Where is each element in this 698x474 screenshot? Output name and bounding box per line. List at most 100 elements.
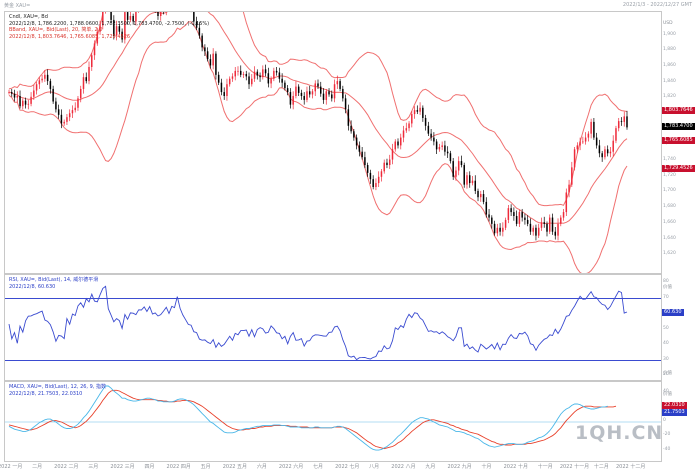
price-value-tag: 1,803.7646 — [662, 106, 695, 114]
candle-body — [617, 121, 620, 129]
candle-body — [113, 19, 115, 36]
macd-tick-label: 0 — [663, 418, 666, 423]
rsi-tick-label: 50 — [663, 325, 669, 331]
candle-body — [518, 212, 521, 224]
candle-body — [135, 12, 137, 22]
candle-body — [347, 109, 350, 126]
candle-body — [372, 179, 374, 187]
candle-body — [336, 81, 339, 85]
macd-tick-label: -20 — [663, 432, 671, 438]
candle-body — [430, 133, 432, 138]
bband-values: 2022/12/8, 1,803.7646, 1,765.6085, 1,729… — [9, 33, 131, 40]
candle-body — [110, 12, 112, 20]
rsi-y-axis[interactable]: 价值 价值 8070605040302060.630 — [661, 274, 697, 381]
candle-body — [256, 71, 259, 76]
macd-pane[interactable]: MACD, XAU=, Bid(Last), 12, 26, 9, 指数 202… — [4, 381, 662, 462]
candle-body — [576, 145, 579, 150]
candle-body — [593, 121, 595, 138]
candle-body — [297, 86, 300, 93]
candle-body — [11, 92, 13, 94]
rsi-chart-svg[interactable] — [5, 275, 661, 380]
macd-value-tag: 21.7503 — [662, 408, 687, 416]
price-tick-label: 1,760 — [663, 141, 676, 147]
candle-body — [239, 70, 242, 75]
macd-chart-svg[interactable] — [5, 382, 661, 461]
candle-body — [397, 141, 399, 146]
candle-body — [388, 159, 391, 166]
candle-body — [262, 69, 264, 78]
rsi-value-tag: 60.630 — [662, 308, 684, 316]
candle-body — [126, 12, 129, 20]
macd-value-tag: 22.0310 — [662, 401, 687, 409]
candle-body — [306, 91, 308, 100]
macd-series-title: MACD, XAU=, Bid(Last), 12, 26, 9, 指数 — [9, 384, 106, 390]
candle-body — [55, 101, 57, 110]
candle-body — [38, 80, 41, 85]
rsi-tick-label: 40 — [663, 341, 669, 346]
price-unit-label: USD — [663, 21, 673, 26]
price-tick-label: 1,740 — [663, 157, 676, 163]
candle-body — [427, 125, 430, 134]
x-tick-label: 六月 — [256, 464, 267, 470]
candle-body — [231, 76, 234, 79]
candle-body — [270, 78, 272, 84]
candle-body — [609, 151, 612, 154]
candle-body — [33, 90, 35, 97]
x-tick-label: 2022 十二月 — [616, 464, 646, 470]
price-y-axis[interactable]: USD 1,9001,8801,8601,8401,8201,8001,7801… — [661, 11, 697, 274]
candle-body — [529, 223, 532, 232]
candle-body — [612, 140, 614, 152]
date-range-label: 2022/1/3 - 2022/12/27 GMT — [622, 2, 692, 8]
candle-body — [504, 219, 507, 228]
x-tick-label: 2022 七月 — [335, 464, 360, 470]
candle-body — [289, 92, 292, 105]
candle-body — [248, 76, 250, 85]
candle-body — [521, 212, 523, 218]
price-pane[interactable]: Cndl, XAU=, Bd 2022/12/8, 1,786.2200, 1,… — [4, 11, 662, 274]
candle-body — [560, 217, 562, 224]
price-tick-label: 1,640 — [663, 235, 676, 241]
rsi-line — [8, 285, 628, 361]
x-tick-label: 2022 五月 — [222, 464, 248, 470]
candle-body — [375, 183, 377, 187]
candle-body — [74, 107, 76, 111]
x-tick-label: 十二月 — [593, 464, 609, 470]
candle-body — [355, 137, 358, 146]
candle-body — [587, 133, 590, 138]
rsi-pane[interactable]: RSI, XAU=, Bid(Last), 14, 威尔德平滑 2022/12/… — [4, 274, 662, 381]
candle-body — [320, 86, 322, 94]
candle-body — [13, 93, 16, 98]
candle-body — [8, 92, 10, 93]
candle-body — [322, 93, 325, 100]
candle-body — [344, 98, 347, 110]
price-tick-label: 1,660 — [663, 219, 676, 225]
candle-body — [308, 91, 311, 95]
x-tick-label: 三月 — [88, 464, 99, 470]
candle-body — [463, 165, 465, 185]
candle-body — [278, 72, 281, 79]
candle-body — [132, 16, 134, 22]
candle-body — [267, 73, 270, 84]
candle-body — [77, 98, 79, 108]
candle-body — [91, 55, 93, 67]
candle-body — [237, 70, 239, 72]
candle-body — [402, 130, 405, 138]
price-chart-svg[interactable] — [5, 12, 661, 273]
candle-body — [540, 222, 543, 228]
candle-body — [413, 110, 416, 115]
instrument-label: 黄金 XAU= — [4, 3, 31, 9]
candle-body — [251, 78, 253, 85]
price-tick-label: 1,680 — [663, 204, 676, 210]
candle-body — [317, 83, 319, 87]
candle-body — [331, 94, 333, 99]
candle-body — [377, 176, 380, 184]
candle-body — [226, 84, 228, 97]
candle-body — [383, 162, 385, 172]
candle-body — [129, 16, 132, 20]
candle-body — [557, 223, 559, 236]
x-tick-label: 二月 — [32, 464, 43, 470]
candle-body — [579, 141, 581, 146]
candle-body — [85, 77, 87, 82]
candle-body — [416, 110, 419, 112]
